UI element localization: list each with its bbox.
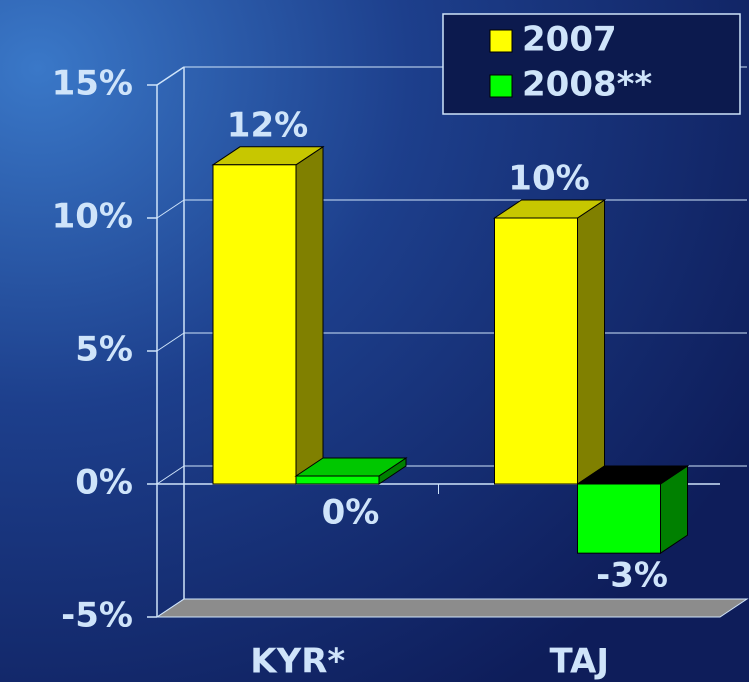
legend-label: 2008** xyxy=(522,65,652,105)
bar xyxy=(577,483,661,554)
y-tick-label: 10% xyxy=(52,197,133,237)
legend-swatch xyxy=(489,74,513,98)
x-tick-label: TAJ xyxy=(549,642,609,682)
bar xyxy=(212,164,297,485)
grid-line xyxy=(156,332,185,352)
grid-line xyxy=(156,66,185,86)
grid-line xyxy=(156,598,185,618)
y-tick-label: 0% xyxy=(75,463,133,503)
data-label: 10% xyxy=(508,159,589,199)
data-label: 0% xyxy=(322,493,380,533)
bar-side xyxy=(577,199,605,485)
bar xyxy=(295,475,380,485)
data-label: -3% xyxy=(596,556,668,596)
y-tick-label: 5% xyxy=(75,330,133,370)
bar-side xyxy=(295,145,324,485)
grid-line xyxy=(156,199,185,219)
y-tick-label: -5% xyxy=(61,596,133,636)
y-tick-label: 15% xyxy=(52,64,133,104)
x-tick-label: KYR* xyxy=(250,642,345,682)
bar xyxy=(494,217,578,485)
floor xyxy=(155,598,749,618)
legend-label: 2007 xyxy=(522,20,617,60)
grid-line xyxy=(156,465,185,485)
legend-swatch xyxy=(489,29,513,53)
data-label: 12% xyxy=(227,105,308,145)
